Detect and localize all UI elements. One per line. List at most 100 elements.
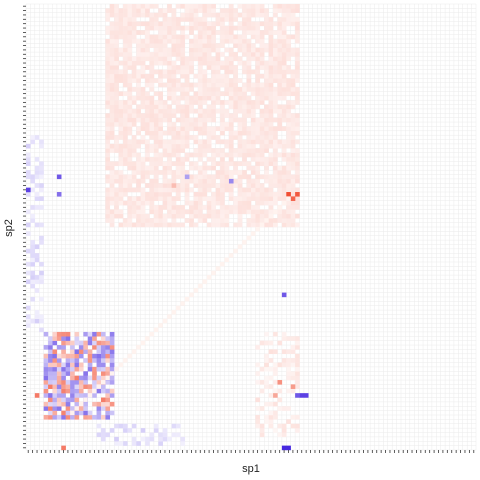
heatmap-cell [52,375,58,381]
heatmap-cell [114,209,119,215]
heatmap-cell [251,91,256,97]
heatmap-cell [114,423,119,429]
heatmap-cell [30,205,36,210]
heatmap-cell [255,60,261,66]
heatmap-cell [180,183,186,188]
heatmap-cell [290,349,296,354]
heatmap-cell [101,432,106,438]
heatmap-cell [255,345,261,350]
heatmap-cell [295,4,300,9]
heatmap-cell [109,165,115,171]
heatmap-cell [198,130,203,136]
heatmap-cell [184,73,190,79]
heatmap-cell [149,135,155,140]
heatmap-cell [206,187,212,193]
heatmap-cell [264,43,269,48]
heatmap-cell [220,38,225,44]
heatmap-cell [281,52,287,57]
heatmap-cell [131,178,137,184]
heatmap-cell [290,122,296,127]
heatmap-cell [153,4,159,9]
heatmap-cell [286,65,291,70]
heatmap-cell [277,25,283,31]
heatmap-cell [167,165,172,171]
heatmap-cell [136,222,141,228]
heatmap-cell [105,218,111,223]
heatmap-cell [281,91,287,97]
heatmap-cell [259,380,265,385]
heatmap-cell [149,43,155,48]
heatmap-cell [189,213,194,219]
heatmap-cell [268,192,274,197]
heatmap-cell-accent [277,380,283,385]
heatmap-cell [273,196,278,201]
diagonal-cell [286,196,291,201]
heatmap-cell [171,30,177,35]
heatmap-cell [109,174,115,180]
diagonal-cell [136,345,141,350]
heatmap-cell [290,187,296,193]
heatmap-cell [118,152,124,158]
diagonal-cell [74,406,79,411]
heatmap-cell [242,174,247,180]
heatmap-cell [118,178,124,184]
heatmap-cell [268,126,274,131]
heatmap-cell [264,82,269,88]
heatmap-cell [290,52,296,57]
heatmap-cell [295,196,300,201]
heatmap-cell [290,148,296,153]
heatmap-cell [131,117,137,123]
heatmap-cell [273,117,278,123]
heatmap-cell [114,43,119,48]
heatmap-cell [242,12,247,18]
heatmap-cell [114,213,119,219]
heatmap-cell [184,12,190,18]
heatmap-cell [273,69,278,75]
heatmap-cell [171,113,177,118]
heatmap-cell [233,148,238,153]
heatmap-cell [242,87,247,92]
heatmap-cell [251,100,256,105]
heatmap-cell [171,69,177,75]
heatmap-cell [281,157,287,162]
heatmap-cell [114,38,119,44]
heatmap-cell [158,30,163,35]
heatmap-cell [171,174,177,180]
heatmap-cell [118,25,124,31]
heatmap-cell [193,73,199,79]
heatmap-cell [264,135,269,140]
heatmap-cell [255,152,261,158]
heatmap-cell [105,388,111,394]
heatmap-cell [180,30,186,35]
heatmap-cell [290,130,296,136]
heatmap-cell [158,60,163,66]
heatmap-cell [198,73,203,79]
heatmap-cell [189,69,194,75]
heatmap-cell [162,82,168,88]
heatmap-cell [153,38,159,44]
heatmap-cell [136,56,141,62]
heatmap-cell [286,4,291,9]
heatmap-cell [281,362,287,368]
heatmap-cell [202,17,208,22]
heatmap-cell [109,213,115,219]
heatmap-cell [189,205,194,210]
heatmap-cell [114,52,119,57]
heatmap-cell [259,30,265,35]
heatmap-cell [162,205,168,210]
heatmap-cell [162,43,168,48]
heatmap-cell [189,222,194,228]
heatmap-cell [206,21,212,27]
heatmap-cell [149,130,155,136]
heatmap-cell [202,187,208,193]
diagonal-cell [255,227,260,232]
heatmap-cell [52,336,58,341]
heatmap-cell [74,340,80,346]
diagonal-cell [180,301,185,306]
heatmap-cell [109,38,115,44]
heatmap-cell [242,161,247,166]
heatmap-cell [83,415,88,420]
heatmap-cell [281,17,287,22]
heatmap-cell [206,113,212,118]
heatmap-cell [233,113,238,118]
